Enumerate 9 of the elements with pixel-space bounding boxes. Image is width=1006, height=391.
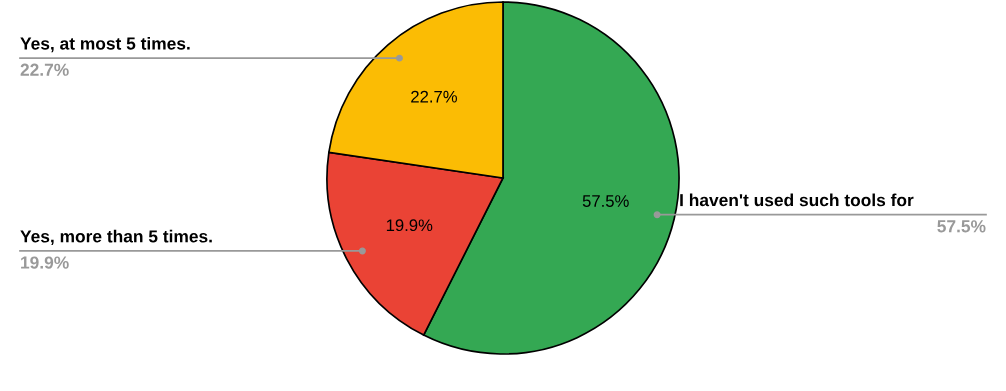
data-label: 57.5% [582,195,629,207]
text: 57.5% [937,220,986,233]
data-label: 22.7% [411,90,458,103]
data-label: 19.9% [386,219,433,232]
text: 22.7% [20,63,69,76]
slice-label: I haven't used such tools for [680,193,914,207]
slice-label: Yes, at most 5 times. [20,36,190,53]
text: 19.9% [21,256,69,269]
slice-label: Yes, more than 5 times. [20,229,212,246]
